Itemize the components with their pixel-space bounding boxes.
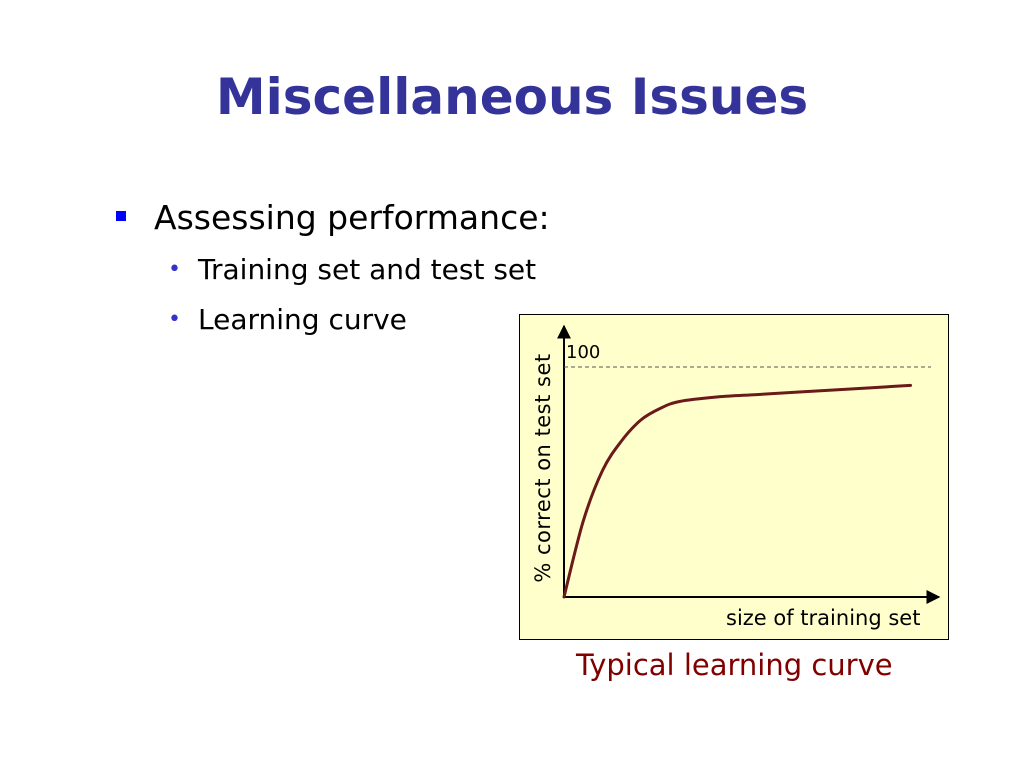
square-bullet-icon [116, 211, 126, 221]
subbullet-text: Training set and test set [198, 253, 537, 286]
bullet-text: Assessing performance: [154, 198, 550, 237]
learning-curve-line [562, 383, 912, 599]
slide-title: Miscellaneous Issues [215, 68, 809, 126]
chart-background [519, 314, 949, 640]
learning-curve-chart [557, 324, 941, 604]
dot-bullet-icon: • [168, 257, 181, 282]
y-tick-100: 100 [566, 342, 601, 363]
dot-bullet-icon: • [168, 307, 181, 332]
subbullet-text: Learning curve [198, 303, 407, 336]
x-axis-label: size of training set [726, 606, 921, 630]
chart-caption: Typical learning curve [576, 648, 893, 682]
y-axis-label-text: % correct on test set [531, 353, 555, 583]
